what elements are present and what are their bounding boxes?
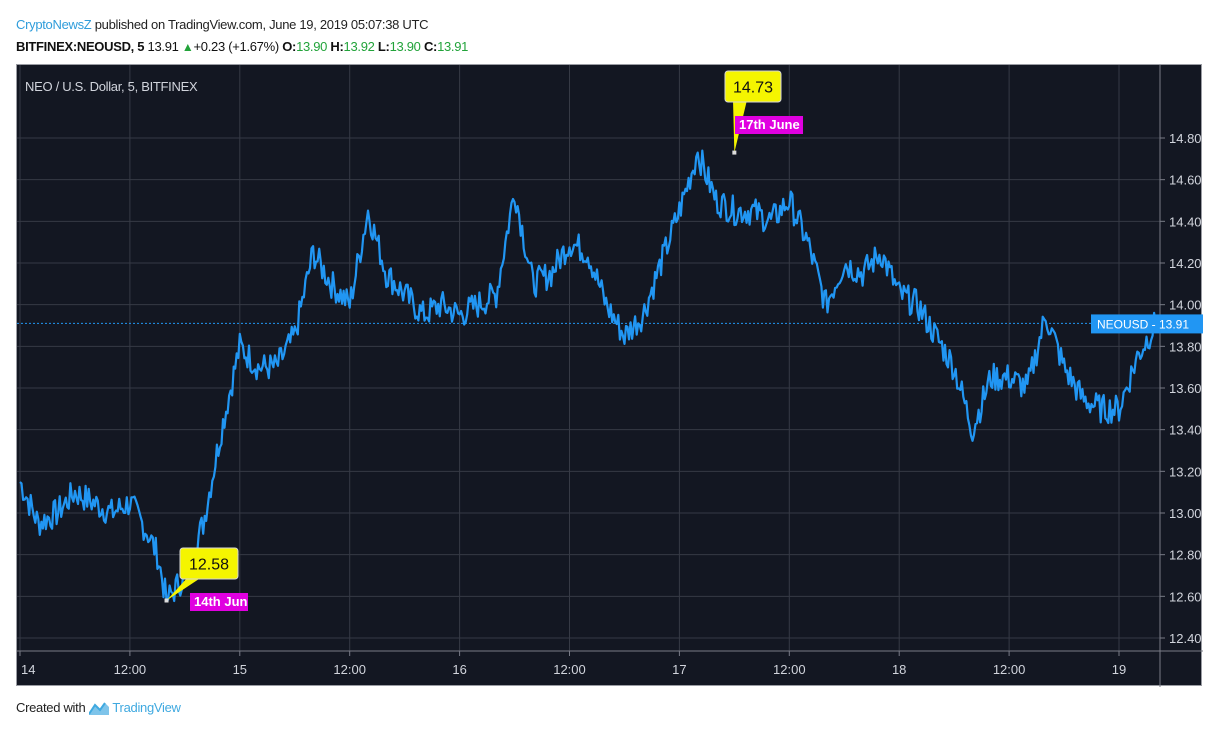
price-axis-label: 13.20	[1169, 464, 1202, 479]
price-axis-label: 14.20	[1169, 256, 1202, 271]
time-axis-label: 19	[1112, 662, 1126, 677]
price-axis-label: 13.80	[1169, 339, 1202, 354]
date-label: 17th June	[735, 116, 803, 134]
svg-text:12.58: 12.58	[189, 557, 229, 574]
published-text: published on TradingView.com, June 19, 2…	[91, 17, 429, 32]
price-callout: 12.58	[164, 547, 239, 603]
price-axis-label: 14.60	[1169, 173, 1202, 188]
symbol-label: BITFINEX:NEOUSD, 5	[16, 39, 145, 54]
high-label: H:	[330, 39, 344, 54]
time-axis-label: 12:00	[553, 662, 586, 677]
created-with-text: Created with	[16, 700, 86, 715]
ohlc-bar: BITFINEX:NEOUSD, 5 13.91 ▲+0.23 (+1.67%)…	[16, 39, 468, 54]
price-axis-label: 12.80	[1169, 548, 1202, 563]
price-axis-label: 13.60	[1169, 381, 1202, 396]
price-callout: 14.73	[724, 70, 782, 155]
svg-text:NEOUSD - 13.91: NEOUSD - 13.91	[1097, 317, 1189, 331]
chart-legend: NEO / U.S. Dollar, 5, BITFINEX	[25, 79, 198, 94]
close-label: C:	[423, 39, 438, 54]
time-axis-label: 12:00	[114, 662, 147, 677]
price-axis-label: 14.40	[1169, 214, 1202, 229]
time-axis-label: 15	[233, 662, 247, 677]
low-value: 13.90	[389, 39, 421, 54]
price-axis-label: 13.00	[1169, 506, 1202, 521]
price-axis-label: 12.40	[1169, 631, 1202, 646]
up-arrow-icon: ▲	[181, 40, 194, 54]
open-label: O:	[282, 39, 297, 54]
author-link[interactable]: CryptoNewsZ	[16, 17, 92, 32]
svg-text:14.73: 14.73	[733, 80, 773, 97]
price-line	[19, 149, 1157, 603]
publish-info: CryptoNewsZ published on TradingView.com…	[16, 17, 429, 32]
time-axis-label: 18	[892, 662, 906, 677]
price-change: +0.23 (+1.67%)	[193, 39, 279, 54]
svg-text:14th Jun: 14th Jun	[194, 594, 248, 609]
time-axis-label: 12:00	[773, 662, 806, 677]
price-axis-label: 13.40	[1169, 423, 1202, 438]
time-axis-label: 12:00	[993, 662, 1026, 677]
last-price: 13.91	[147, 39, 179, 54]
price-chart[interactable]: 14.80 14.60 14.40 14.20 14.00 13.80 13.60 13.40…	[16, 64, 1203, 687]
high-value: 13.92	[343, 39, 375, 54]
price-axis-label: 12.60	[1169, 589, 1202, 604]
svg-text:17th June: 17th June	[739, 117, 800, 132]
tradingview-link[interactable]: TradingView	[112, 700, 181, 715]
time-axis-label: 12:00	[333, 662, 366, 677]
last-price-tag: NEOUSD - 13.91	[1091, 314, 1203, 334]
price-axis-label: 14.00	[1169, 298, 1202, 313]
time-axis-label: 17	[672, 662, 686, 677]
footer: Created with TradingView	[16, 700, 181, 715]
chart-canvas[interactable]: 14.80 14.60 14.40 14.20 14.00 13.80 13.60 13.40…	[17, 65, 1203, 687]
close-value: 13.91	[437, 39, 469, 54]
low-label: L:	[377, 39, 390, 54]
open-value: 13.90	[296, 39, 328, 54]
tradingview-logo-icon	[89, 701, 110, 715]
time-axis-label: 14	[21, 662, 35, 677]
date-label: 14th Jun	[190, 593, 248, 611]
price-axis-label: 14.80	[1169, 131, 1202, 146]
time-axis-label: 16	[452, 662, 466, 677]
